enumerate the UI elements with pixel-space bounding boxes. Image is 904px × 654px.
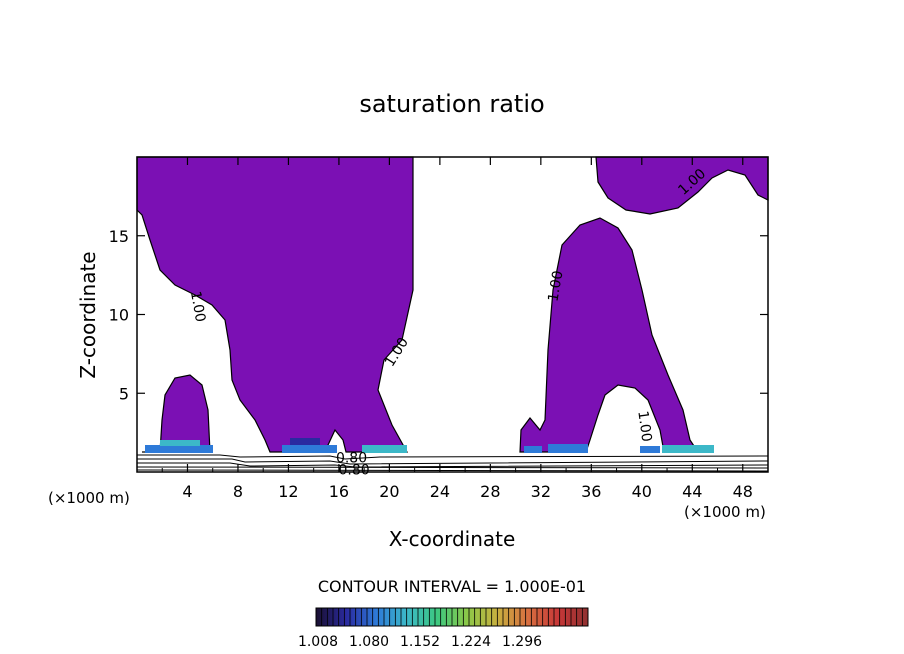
x-tick-label: 28 xyxy=(480,482,500,501)
x-unit-label: (×1000 m) xyxy=(684,503,766,521)
surface-cell xyxy=(662,445,714,453)
y-tick-label: 10 xyxy=(109,306,129,325)
supersaturated-regions xyxy=(136,156,769,453)
z-unit-label: (×1000 m) xyxy=(48,489,130,507)
surface-cell xyxy=(145,445,213,453)
y-axis: 5 10 15 xyxy=(109,227,768,403)
contour-label: 1.00 xyxy=(545,269,566,302)
surface-cell xyxy=(282,445,337,453)
surface-cells xyxy=(145,438,714,453)
contour-label: 0.80 xyxy=(338,462,369,478)
chart-title: saturation ratio xyxy=(359,90,544,118)
contour-interval-text: CONTOUR INTERVAL = 1.000E-01 xyxy=(318,577,586,596)
left-plume xyxy=(142,374,211,453)
contour-label: 1.00 xyxy=(187,290,208,323)
contour-line xyxy=(136,469,769,472)
contour-line xyxy=(137,458,769,465)
contour-line xyxy=(137,454,769,460)
colorbar-tick-label: 1.080 xyxy=(349,634,389,650)
surface-contour-lines xyxy=(136,454,769,472)
x-tick-label: 32 xyxy=(531,482,551,501)
surface-cell xyxy=(524,446,542,453)
contour-label: 0.80 xyxy=(336,451,367,467)
x-tick-label: 12 xyxy=(278,482,298,501)
x-tick-label: 48 xyxy=(733,482,753,501)
colorbar-tick-label: 1.296 xyxy=(502,634,542,650)
contour-line xyxy=(137,462,769,468)
x-tick-label: 8 xyxy=(233,482,243,501)
right-plume xyxy=(519,217,700,453)
x-axis-label: X-coordinate xyxy=(389,527,516,551)
contour-label: 1.00 xyxy=(634,410,654,443)
surface-cell xyxy=(548,444,588,453)
colorbar-tick-label: 1.152 xyxy=(400,634,440,650)
x-tick-label: 36 xyxy=(581,482,601,501)
y-axis-label: Z-coordinate xyxy=(76,251,100,378)
surface-cell xyxy=(362,445,407,453)
colorbar-ticks: 1.008 1.080 1.152 1.224 1.296 xyxy=(298,634,542,650)
upper-right-cap xyxy=(595,156,769,215)
x-tick-label: 20 xyxy=(379,482,399,501)
contour-line xyxy=(136,466,769,469)
x-tick-label: 40 xyxy=(632,482,652,501)
contour-labels: 1.001.001.001.001.000.800.80 xyxy=(187,166,709,479)
colorbar-tick-label: 1.224 xyxy=(451,634,491,650)
x-tick-label: 44 xyxy=(682,482,702,501)
x-tick-label: 4 xyxy=(182,482,192,501)
surface-cell xyxy=(290,438,320,445)
surface-cell xyxy=(160,440,200,446)
surface-cell xyxy=(640,446,660,453)
colorbar xyxy=(315,607,589,627)
x-tick-label: 16 xyxy=(329,482,349,501)
x-axis: 4 8 12 16 20 24 28 32 36 40 44 48 xyxy=(161,157,753,501)
colorbar-tick-label: 1.008 xyxy=(298,634,338,650)
x-tick-label: 24 xyxy=(430,482,450,501)
central-plume xyxy=(136,156,414,453)
y-tick-label: 15 xyxy=(109,227,129,246)
y-tick-label: 5 xyxy=(119,384,129,403)
